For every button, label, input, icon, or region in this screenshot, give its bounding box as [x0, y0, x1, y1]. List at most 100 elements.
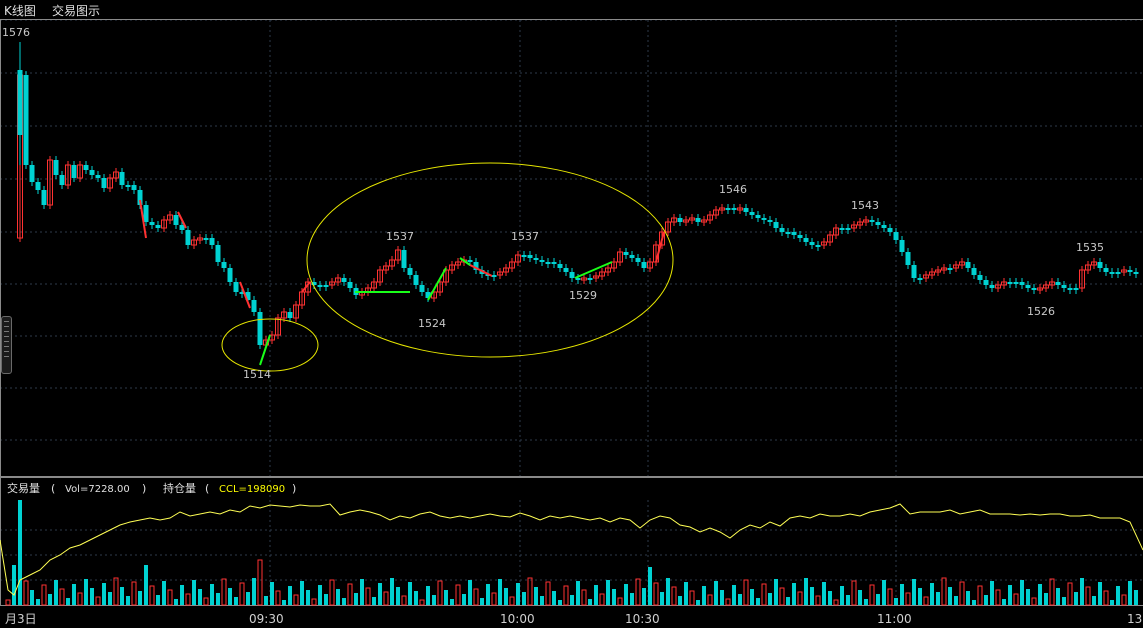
volume-bar [648, 567, 652, 605]
candle-body [773, 222, 779, 228]
candle-body [743, 208, 749, 212]
volume-bar [594, 585, 598, 605]
volume-bar [545, 581, 551, 606]
volume-bar [455, 584, 461, 606]
volume-bar [372, 597, 376, 605]
candle-body [989, 285, 995, 288]
open-interest-label: 持仓量 [163, 481, 196, 495]
volume-bar [1085, 586, 1091, 606]
candle-body [95, 175, 101, 178]
volume-bar [198, 589, 202, 605]
volume-bar [486, 584, 490, 605]
volume-bar [1038, 584, 1042, 605]
candle-body [1013, 282, 1019, 284]
candle-body [455, 261, 461, 266]
volume-bar [270, 582, 274, 605]
volume-bar [354, 593, 358, 605]
candle-body [719, 207, 725, 211]
candle-body [71, 165, 77, 178]
tab-trade-chart[interactable]: 交易图示 [52, 4, 101, 18]
candle-body [335, 277, 341, 283]
volume-bar [509, 596, 515, 606]
candle-body [137, 190, 143, 205]
volume-bar [504, 588, 508, 605]
volume-bar [480, 598, 484, 605]
volume-bar [912, 579, 916, 605]
candle-body [917, 278, 923, 280]
volume-bar [972, 600, 976, 605]
volume-bar [342, 598, 346, 605]
tab-kline[interactable]: K线图 [4, 4, 36, 18]
trade-segment [259, 334, 271, 366]
volume-bar [714, 581, 718, 605]
candle-body [101, 178, 107, 188]
volume-bar [257, 559, 263, 606]
candle-body [611, 261, 617, 269]
candle-body [131, 185, 137, 190]
candle-body [65, 164, 71, 186]
volume-bar [828, 591, 832, 605]
volume-bar [864, 599, 868, 605]
volume-bar [396, 587, 400, 605]
candle-body [227, 268, 233, 282]
volume-bar [738, 594, 742, 605]
candle-body [119, 172, 125, 185]
tab-bar: K线图 交易图示 [0, 0, 1143, 20]
price-label: 1543 [851, 199, 879, 212]
candle-body [317, 285, 323, 287]
candle-body [275, 317, 281, 336]
candle-body [683, 219, 689, 223]
volume-bar [84, 579, 88, 605]
candle-body [575, 278, 581, 280]
candle-body [815, 245, 821, 247]
candle-body [791, 232, 797, 235]
volume-bar [336, 589, 340, 605]
candle-body [593, 275, 599, 279]
candle-body [221, 262, 227, 268]
scroll-handle[interactable] [1, 316, 12, 374]
price-label-high: 1546 [719, 183, 747, 196]
candle-body [569, 272, 575, 278]
candle-body [893, 232, 899, 240]
volume-bar [12, 565, 16, 605]
trade-segment [239, 281, 251, 309]
candle-body [515, 254, 521, 263]
volume-bar [540, 596, 544, 605]
candle-body [869, 220, 875, 222]
volume-bar [239, 582, 245, 606]
volume-bar [30, 590, 34, 605]
candle-body [83, 165, 89, 170]
candle-body [1001, 281, 1007, 286]
candle-body [41, 190, 47, 205]
volume-bar [671, 586, 677, 606]
volume-bar [437, 580, 443, 606]
volume-bar [1116, 586, 1120, 605]
volume-bar [995, 589, 1001, 606]
candle-body [293, 304, 299, 319]
volume-bar [527, 577, 533, 606]
candle-body [887, 228, 893, 232]
candle-body [671, 217, 677, 223]
candle-body [257, 312, 263, 345]
candle-body [995, 284, 1001, 289]
highlight-ellipse-small [221, 318, 319, 372]
candle-body [581, 277, 587, 281]
volume-bar [288, 586, 292, 605]
candle-body [779, 228, 785, 232]
volume-bar [450, 599, 454, 605]
candle-body [1121, 269, 1127, 273]
candle-body [557, 264, 563, 268]
volume-bar [612, 589, 616, 605]
volume-bar [216, 593, 220, 605]
volume-bar [113, 577, 119, 606]
candle-body [1073, 288, 1079, 290]
volume-bar [444, 590, 448, 605]
candle-body [491, 275, 497, 277]
volume-bar [1049, 578, 1055, 606]
price-axis-top-label: 1576 [2, 26, 30, 39]
time-label: 10:00 [500, 612, 535, 626]
volume-bar [750, 589, 754, 605]
volume-bar [804, 578, 808, 605]
candle-body [1079, 269, 1085, 289]
